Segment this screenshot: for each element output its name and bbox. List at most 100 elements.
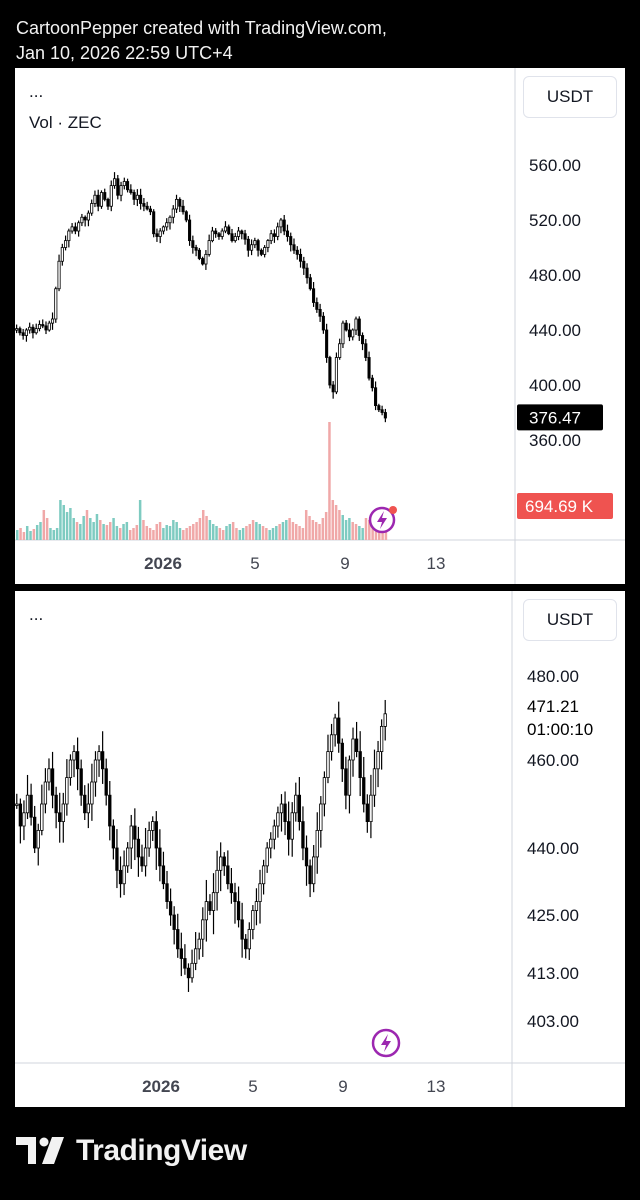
volume-bar [42, 510, 46, 540]
y-tick-label: 413.00 [527, 964, 579, 983]
volume-indicator-label[interactable]: Vol · ZEC [29, 113, 102, 132]
volume-bar [39, 522, 42, 540]
candle-body [321, 315, 325, 331]
volume-bar [285, 520, 288, 540]
candle-body [219, 856, 223, 871]
candle-body [364, 343, 368, 358]
volume-bar [178, 528, 182, 540]
candle-body [354, 738, 359, 752]
volume-bar [241, 528, 245, 540]
candle-body [240, 919, 244, 940]
candle-body [211, 892, 216, 911]
attribution-line-1: CartoonPepper created with TradingView.c… [16, 18, 387, 38]
candle-body [315, 302, 319, 310]
volume-bar [248, 524, 251, 540]
candle-body [377, 405, 381, 411]
attribution-line-2: Jan 10, 2026 22:59 UTC+4 [16, 43, 233, 63]
volume-bar [118, 528, 122, 540]
notification-dot [389, 506, 397, 514]
tradingview-brand-text: TradingView [76, 1134, 247, 1167]
y-tick-label: 360.00 [529, 431, 581, 450]
chart-menu-dots[interactable]: ... [29, 605, 44, 624]
volume-bar [35, 525, 39, 540]
volume-bar [192, 524, 195, 540]
volume-bar [32, 529, 36, 540]
volume-bar [162, 528, 165, 540]
candle-body [47, 322, 51, 331]
volume-bar [62, 505, 65, 540]
candle-body [93, 759, 98, 783]
candle-body [99, 192, 104, 207]
candle-body [65, 777, 69, 805]
chart-2-canvas[interactable]: 480.00 460.00 440.00 425.00 413.00 403.00 471.… [15, 591, 625, 1107]
candle-body [75, 751, 80, 770]
volume-bar [82, 516, 85, 540]
candle-body [331, 384, 335, 393]
candle-body [83, 794, 87, 814]
currency-selector[interactable]: USDT [523, 76, 617, 118]
volume-bar [374, 526, 378, 540]
candle-body [122, 865, 126, 885]
price-chart-panel[interactable]: 480.00 460.00 440.00 425.00 413.00 403.00 471.… [15, 591, 625, 1107]
y-tick-label: 520.00 [529, 211, 581, 230]
volume-bar [168, 526, 172, 540]
volume-bar [65, 512, 69, 540]
volume-bar [122, 524, 125, 540]
tradingview-logo: TradingView [16, 1134, 247, 1168]
x-tick-label: 13 [427, 1077, 446, 1096]
candle-body [15, 803, 19, 806]
volume-bar [198, 518, 202, 540]
y-tick-label: 425.00 [527, 906, 579, 925]
volume-bar [331, 500, 335, 540]
candle-body [77, 222, 81, 232]
candle-body [40, 803, 44, 831]
volume-bar [291, 522, 295, 540]
candle-body [83, 216, 87, 221]
candle-body [279, 219, 283, 228]
candle-body [191, 240, 195, 248]
candle-body [333, 717, 337, 736]
candle-body [165, 222, 169, 228]
volume-bar [25, 526, 29, 540]
candle-body [155, 233, 159, 237]
candle-body [126, 181, 130, 191]
candle-body [365, 803, 369, 823]
candle-body [351, 329, 355, 338]
chart-menu-dots[interactable]: ... [29, 82, 44, 101]
candle-body [223, 226, 228, 232]
price-volume-chart-panel[interactable]: 560.00 520.00 480.00 440.00 400.00 360.00 376.… [15, 68, 625, 584]
candle-body [72, 751, 76, 761]
candle-body [370, 377, 374, 389]
candle-body [254, 901, 259, 911]
candle-body [197, 938, 201, 950]
volume-bar [344, 520, 348, 540]
candle-body [362, 777, 366, 805]
candle-body [322, 777, 327, 805]
x-tick-label: 13 [427, 554, 446, 573]
candle-body [112, 178, 117, 187]
chart-1-canvas[interactable]: 560.00 520.00 480.00 440.00 400.00 360.00 376.… [15, 68, 625, 584]
candle-body [298, 253, 303, 262]
volume-bar [351, 522, 354, 540]
volume-bar [16, 530, 19, 540]
candle-body [21, 332, 25, 336]
candle-body [354, 318, 358, 331]
candle-body [86, 803, 90, 814]
volume-bar [251, 520, 255, 540]
candle-body [188, 219, 192, 242]
volume-bar [381, 530, 384, 540]
volume-bar [128, 530, 132, 540]
volume-bar [158, 522, 162, 540]
x-tick-label: 5 [250, 554, 259, 573]
candle-body [358, 751, 362, 779]
candle-body [360, 335, 365, 345]
candle-body [222, 856, 226, 867]
candle-body [250, 244, 254, 251]
volume-bar [334, 505, 338, 540]
volume-bar [228, 524, 232, 540]
candle-body [194, 247, 198, 251]
candle-body [279, 803, 284, 814]
volume-bar [22, 532, 26, 540]
currency-selector[interactable]: USDT [523, 599, 617, 641]
volume-bar [165, 525, 168, 540]
